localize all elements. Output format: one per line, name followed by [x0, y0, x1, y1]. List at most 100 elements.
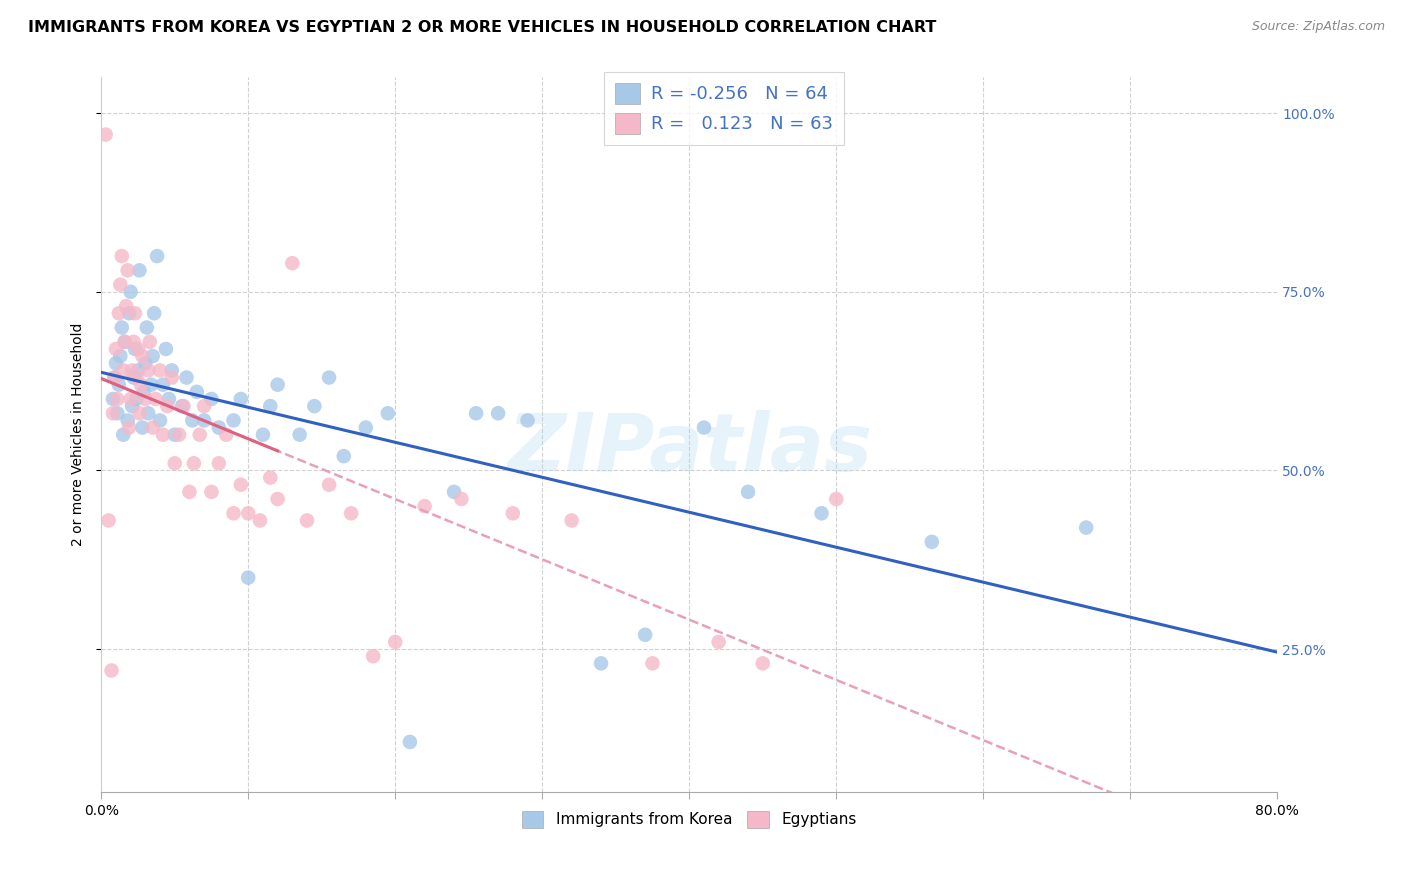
Point [288, 427, 311, 442]
Point [181, 413, 204, 427]
Point [208, 420, 231, 434]
Point [377, 406, 399, 420]
Point [114, 334, 136, 349]
Point [179, 484, 201, 499]
Point [259, 399, 281, 413]
Point [193, 399, 215, 413]
Point [124, 306, 146, 320]
Point [149, 413, 172, 427]
Point [183, 456, 205, 470]
Point [641, 657, 664, 671]
Text: Source: ZipAtlas.com: Source: ZipAtlas.com [1251, 20, 1385, 33]
Text: ZIPatlas: ZIPatlas [506, 410, 872, 488]
Point [173, 399, 195, 413]
Point [136, 406, 159, 420]
Point [125, 370, 148, 384]
Point [208, 456, 231, 470]
Point [163, 456, 186, 470]
Point [825, 491, 848, 506]
Point [104, 342, 127, 356]
Point [104, 356, 127, 370]
Point [101, 392, 124, 406]
Point [176, 370, 198, 384]
Point [160, 370, 183, 384]
Point [103, 370, 125, 384]
Point [142, 420, 165, 434]
Point [155, 342, 177, 356]
Point [118, 420, 141, 434]
Point [152, 427, 174, 442]
Point [129, 377, 152, 392]
Point [295, 513, 318, 527]
Point [157, 392, 180, 406]
Point [188, 427, 211, 442]
Point [252, 427, 274, 442]
Point [141, 377, 163, 392]
Point [100, 664, 122, 678]
Point [634, 628, 657, 642]
Point [399, 735, 422, 749]
Point [163, 427, 186, 442]
Point [249, 513, 271, 527]
Point [121, 363, 143, 377]
Point [108, 306, 131, 320]
Point [131, 420, 153, 434]
Point [502, 506, 524, 520]
Point [222, 506, 245, 520]
Point [561, 513, 583, 527]
Point [135, 320, 157, 334]
Point [238, 571, 260, 585]
Point [340, 506, 363, 520]
Point [810, 506, 832, 520]
Point [200, 392, 222, 406]
Point [111, 249, 134, 263]
Point [122, 370, 145, 384]
Point [921, 534, 943, 549]
Point [134, 392, 156, 406]
Point [131, 349, 153, 363]
Point [318, 477, 340, 491]
Point [121, 399, 143, 413]
Point [120, 392, 142, 406]
Point [117, 413, 139, 427]
Point [114, 334, 136, 349]
Point [136, 363, 159, 377]
Point [122, 334, 145, 349]
Point [333, 449, 356, 463]
Point [193, 413, 215, 427]
Point [465, 406, 488, 420]
Point [751, 657, 773, 671]
Point [304, 399, 326, 413]
Point [124, 342, 146, 356]
Point [238, 506, 260, 520]
Point [361, 649, 384, 664]
Point [160, 363, 183, 377]
Point [110, 349, 132, 363]
Point [112, 363, 135, 377]
Point [127, 363, 149, 377]
Point [105, 392, 128, 406]
Y-axis label: 2 or more Vehicles in Household: 2 or more Vehicles in Household [72, 323, 86, 547]
Point [354, 420, 377, 434]
Point [94, 128, 117, 142]
Point [413, 499, 436, 513]
Point [281, 256, 304, 270]
Point [108, 377, 131, 392]
Point [384, 635, 406, 649]
Point [134, 356, 156, 370]
Point [128, 263, 150, 277]
Point [707, 635, 730, 649]
Point [110, 277, 132, 292]
Point [101, 406, 124, 420]
Point [127, 342, 149, 356]
Point [117, 263, 139, 277]
Legend: Immigrants from Korea, Egyptians: Immigrants from Korea, Egyptians [516, 805, 862, 834]
Point [259, 470, 281, 484]
Point [97, 513, 120, 527]
Point [222, 413, 245, 427]
Point [132, 384, 155, 399]
Point [103, 370, 125, 384]
Point [149, 363, 172, 377]
Point [143, 306, 166, 320]
Point [118, 306, 141, 320]
